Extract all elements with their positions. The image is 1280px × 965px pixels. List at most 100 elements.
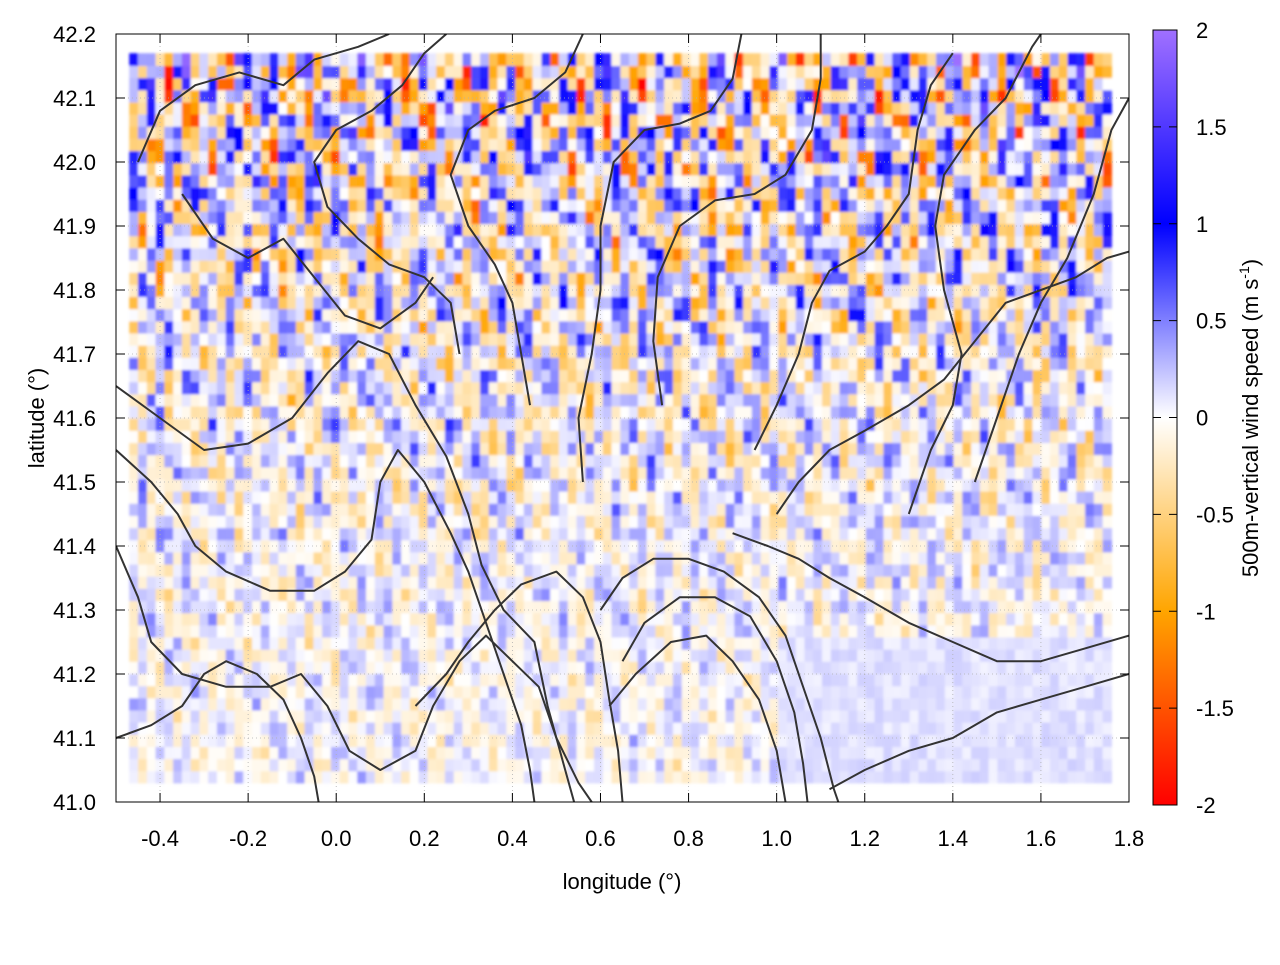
heat-cell [366,320,376,334]
heat-cell [541,515,551,529]
heat-cell [725,539,735,553]
heat-cell [322,734,332,747]
heat-cell [330,563,341,577]
heat-cell [304,308,314,322]
heat-cell [278,369,288,383]
heat-cell [672,235,683,249]
heat-cell [602,527,613,541]
heat-cell [269,430,279,443]
heat-cell [515,563,525,577]
heat-cell [892,551,902,565]
heat-cell [567,734,578,747]
heat-cell [444,709,455,723]
heat-cell [751,308,762,322]
heat-cell [971,746,981,760]
heat-cell [1093,284,1104,297]
heat-cell [480,235,490,249]
heat-cell [786,758,797,772]
heat-cell [1032,649,1042,662]
heat-cell [488,661,499,674]
heat-cell [444,600,455,614]
heat-cell [611,454,621,468]
heat-cell [164,381,174,395]
heat-cell [786,673,797,687]
heat-cell [699,430,709,443]
heat-cell [436,515,446,529]
heat-cell [786,685,797,699]
heat-cell [444,247,455,261]
heat-cell [699,515,709,529]
heat-cell [865,600,876,614]
heat-cell [155,746,165,760]
heat-cell [129,259,139,273]
heat-cell [672,478,683,492]
heat-cell [1041,418,1051,431]
heat-cell [760,612,770,626]
heat-cell [138,697,148,711]
heat-cell [1067,685,1077,699]
heat-cell [646,442,656,456]
heat-cell [786,539,797,553]
heat-cell [532,551,542,565]
heat-cell [1032,624,1042,638]
heat-cell [278,515,288,529]
heat-cell [532,563,542,577]
heat-cell [936,454,946,468]
heat-cell [1093,296,1104,310]
heat-cell [734,636,744,650]
heat-cell [988,405,998,419]
heat-cell [778,697,788,711]
heat-cell [743,259,753,273]
heat-cell [401,673,411,687]
heat-cell [594,636,604,650]
heat-cell [418,357,428,370]
heat-cell [1058,527,1069,541]
heat-cell [269,369,279,383]
heat-cell [585,381,595,395]
heat-cell [857,478,867,492]
heat-cell [690,405,700,419]
heat-cell [655,272,665,285]
heat-cell [488,454,499,468]
heat-cell [962,722,972,735]
heat-cell [830,661,841,674]
heat-cell [234,369,244,383]
heat-cell [366,722,376,735]
heat-cell [1085,685,1095,699]
heat-cell [839,649,849,662]
heat-cell [690,734,700,747]
heat-cell [743,454,753,468]
heat-cell [392,442,402,456]
heat-cell [611,284,621,297]
heat-cell [813,491,823,504]
heat-cell [936,636,946,650]
heat-cell [900,563,911,577]
heat-cell [216,527,227,541]
heat-cell [287,418,297,431]
heat-cell [918,393,928,407]
heat-cell [304,357,314,370]
heat-cell [1006,454,1016,468]
heat-cell [374,503,385,516]
heat-cell [751,576,762,589]
heat-cell [848,284,858,297]
heat-cell [1006,345,1016,358]
heat-cell [304,636,314,650]
heat-cell [550,758,560,772]
heat-cell [602,247,613,261]
heat-cell [427,636,437,650]
heat-cell [357,600,367,614]
heat-cell [690,247,700,261]
heat-cell [655,247,665,261]
heat-cell [892,332,902,346]
heat-cell [339,636,350,650]
heat-cell [629,734,639,747]
heat-cell [874,588,884,601]
heat-cell [681,259,692,273]
heat-cell [295,272,306,285]
heat-cell [830,697,841,711]
heat-cell [313,709,323,723]
heat-cell [146,259,157,273]
heat-cell [681,576,692,589]
heat-cell [865,527,876,541]
